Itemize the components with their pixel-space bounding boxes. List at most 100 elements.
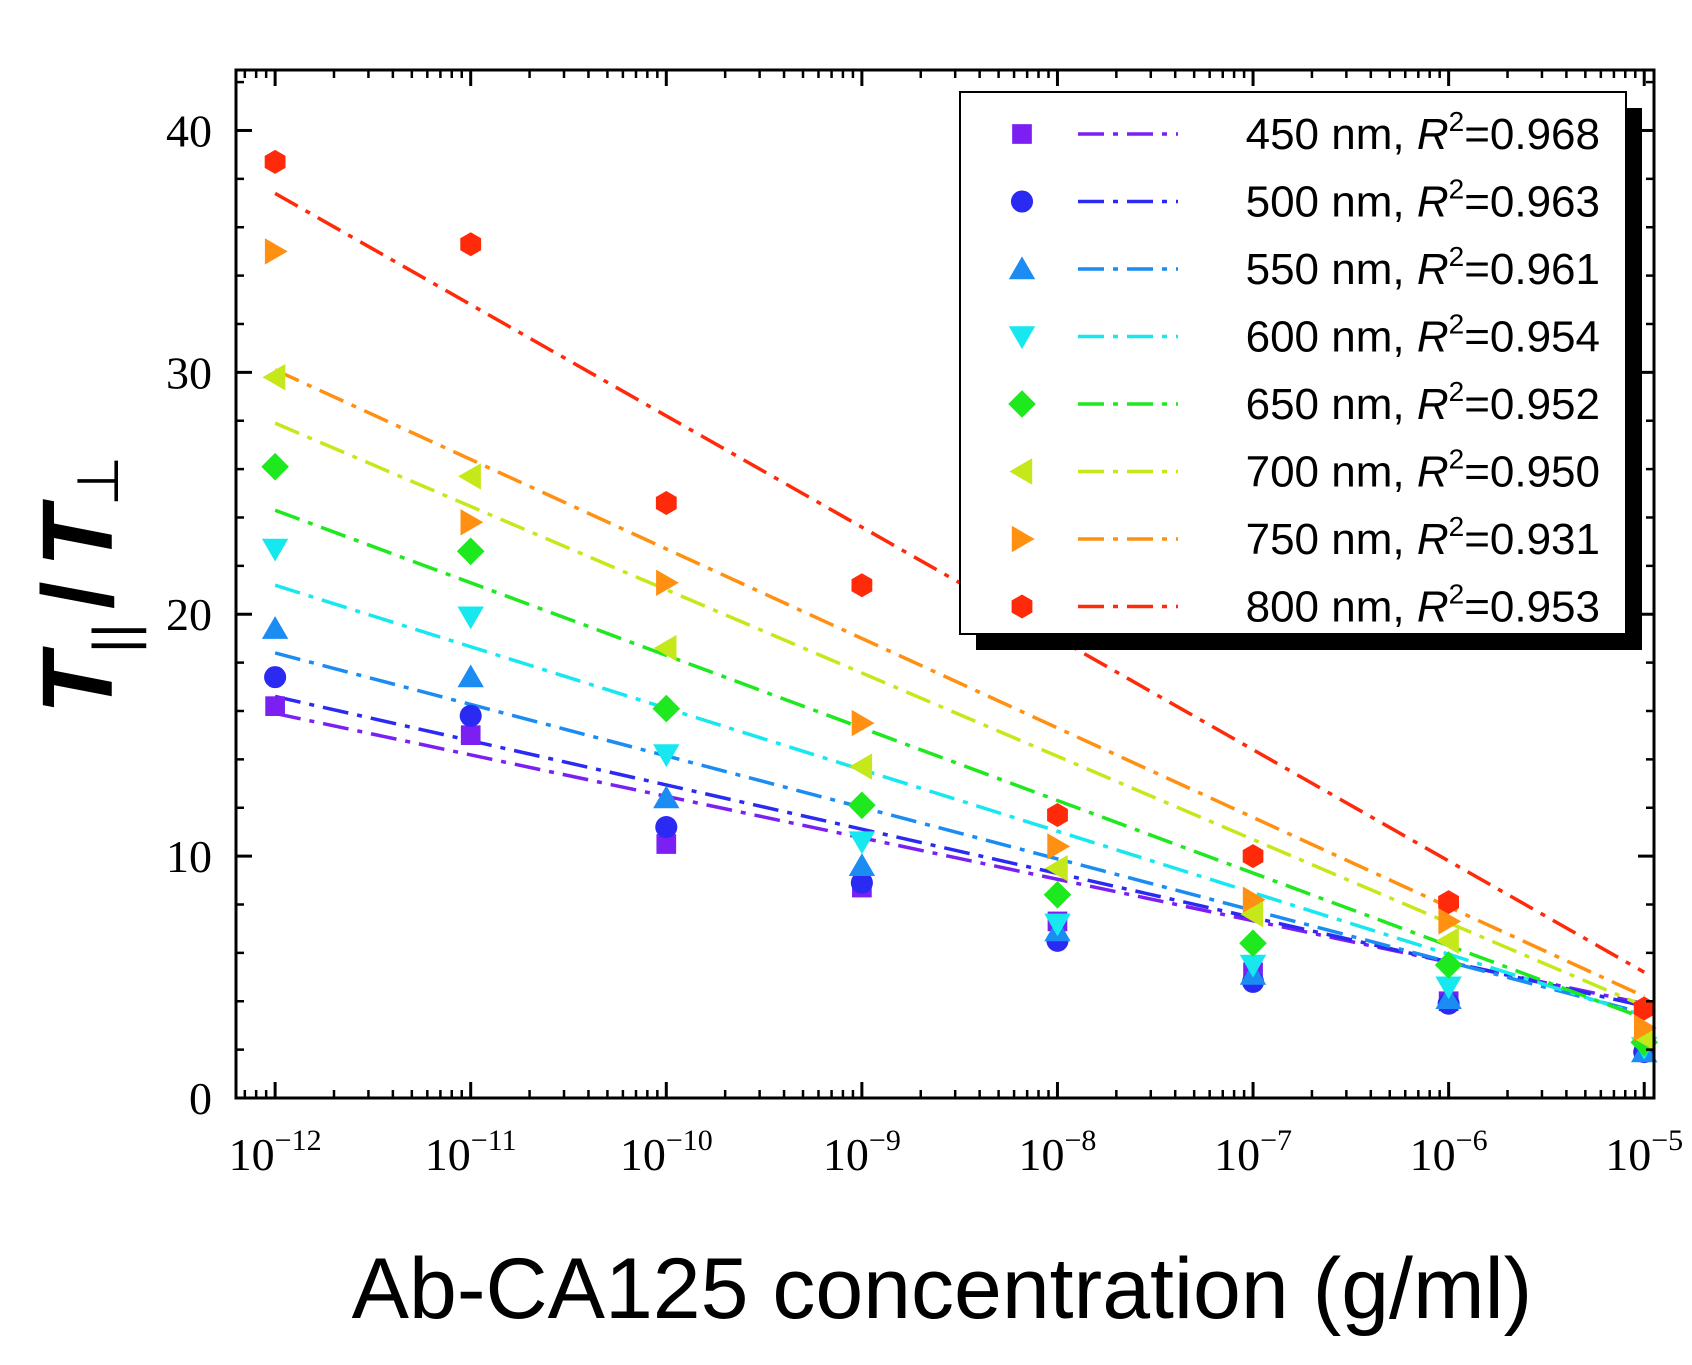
data-point-s3-p3 [848,831,876,855]
fit-line-3 [274,583,1645,1018]
data-point-s1-p1 [459,704,482,727]
legend-r-0: R [1417,110,1449,159]
legend-r2-value-5: =0.950 [1464,448,1600,497]
x-tick-label-5: 10−7 [1214,1124,1292,1180]
data-point-s7-p1 [460,232,482,257]
legend-marker-1 [1010,190,1034,213]
legend-r2-value-2: =0.961 [1464,245,1600,294]
legend-label-3: 600 nm, R2=0.954 [1246,309,1600,362]
y-label-perp-sub: ⊥ [66,456,131,507]
legend-label-5: 700 nm, R2=0.950 [1246,444,1600,497]
legend-r2-value-0: =0.968 [1464,110,1600,159]
data-point-s6-p6 [1438,908,1462,935]
x-tick-label-base-5: 10 [1214,1129,1260,1180]
y-tick-label-4: 40 [166,105,212,156]
data-point-s1-p2 [655,816,678,839]
data-point-s4-p1 [456,537,485,566]
x-axis-label: Ab-CA125 concentration (g/ml) [352,1241,1533,1337]
y-label-slash: / [22,581,134,609]
data-points [261,149,1658,1064]
legend-r-sup-7: 2 [1449,579,1465,610]
data-point-s5-p3 [849,753,873,780]
x-tick-label-3: 10−9 [823,1124,901,1180]
x-tick-label-base-0: 10 [229,1129,275,1180]
data-point-s5-p0 [262,364,286,391]
data-point-s1-p3 [850,871,873,894]
legend-name-1: 500 nm, [1246,178,1417,227]
fit-line-0 [274,711,1645,1006]
x-tick-label-4: 10−8 [1019,1124,1097,1180]
data-point-s6-p2 [656,569,679,596]
legend-marker-6 [1011,525,1035,553]
legend-r-sup-3: 2 [1449,309,1465,340]
x-tick-label-exp-1: −11 [471,1124,517,1157]
legend-r-sup-5: 2 [1449,444,1465,475]
x-tick-label-base-1: 10 [425,1129,471,1180]
legend-name-0: 450 nm, [1246,110,1417,159]
data-point-s5-p5 [1240,901,1264,928]
y-label-t-perp: T [22,498,134,567]
data-point-s4-p4 [1043,881,1072,909]
x-tick-label-exp-7: −5 [1651,1124,1683,1157]
data-point-s5-p2 [653,634,677,662]
data-point-s4-p0 [261,452,289,481]
legend-r-sup-6: 2 [1449,511,1465,542]
data-point-s7-p7 [1633,996,1655,1021]
data-point-s2-p2 [653,785,680,809]
data-point-s3-p2 [653,744,680,768]
data-point-s3-p1 [457,606,484,630]
x-tick-label-6: 10−6 [1410,1124,1488,1180]
x-tick-label-base-7: 10 [1605,1129,1651,1180]
data-point-s3-p6 [1435,976,1462,1000]
plot-frame [234,68,1656,1100]
x-tick-label-exp-4: −8 [1065,1124,1097,1157]
x-tick-label-2: 10−10 [620,1124,713,1180]
data-point-s2-p1 [457,664,484,688]
data-point-s3-p5 [1239,954,1267,978]
legend-r-3: R [1417,313,1449,362]
legend-r-2: R [1417,245,1449,294]
legend-r-6: R [1417,515,1449,564]
x-tick-label-base-4: 10 [1019,1129,1065,1180]
data-point-s7-p4 [1047,803,1068,827]
legend-marker-0 [1012,124,1032,144]
legend-marker-4 [1008,390,1036,418]
data-point-s7-p6 [1438,890,1459,915]
legend-label-1: 500 nm, R2=0.963 [1246,174,1600,227]
fit-lines [274,191,1646,1020]
legend-marker-2 [1008,256,1036,280]
legend-name-3: 600 nm, [1246,313,1417,362]
x-tick-label-exp-6: −6 [1456,1124,1488,1157]
legend-r-sup-1: 2 [1449,174,1465,205]
x-tick-label-exp-5: −7 [1260,1124,1292,1157]
legend-name-6: 750 nm, [1246,515,1417,564]
legend-r2-value-4: =0.952 [1464,380,1600,429]
fit-line-5 [274,421,1645,1008]
legend-label-4: 650 nm, R2=0.952 [1246,376,1600,429]
legend-label-2: 550 nm, R2=0.961 [1246,241,1600,294]
fit-line-2 [274,651,1645,1016]
data-point-s0-p0 [265,696,285,716]
y-tick-label-3: 30 [166,347,212,398]
legend-name-4: 650 nm, [1246,380,1417,429]
legend-marker-3 [1008,326,1036,350]
data-point-s0-p2 [656,834,677,854]
axes: 10−12 10−11 10−10 10−9 10−8 10−7 10−6 10−501020… [166,68,1683,1180]
legend-r-5: R [1417,448,1449,497]
data-point-s4-p5 [1239,929,1267,957]
fit-line-6 [274,368,1645,999]
data-point-s4-p3 [848,791,876,820]
legend-r-sup-2: 2 [1449,241,1465,272]
data-point-s7-p0 [264,149,286,174]
legend-marker-7 [1011,594,1033,619]
y-tick-label-0: 0 [189,1073,212,1124]
x-tick-label-base-2: 10 [620,1129,666,1180]
data-point-s7-p3 [851,573,873,598]
y-label-parallel-sub: || [82,623,147,653]
legend-r-4: R [1417,380,1449,429]
legend-r2-value-3: =0.954 [1464,313,1600,362]
data-point-s6-p5 [1242,886,1266,913]
legend-r-sup-0: 2 [1449,106,1465,137]
y-tick-label-2: 20 [166,589,212,640]
